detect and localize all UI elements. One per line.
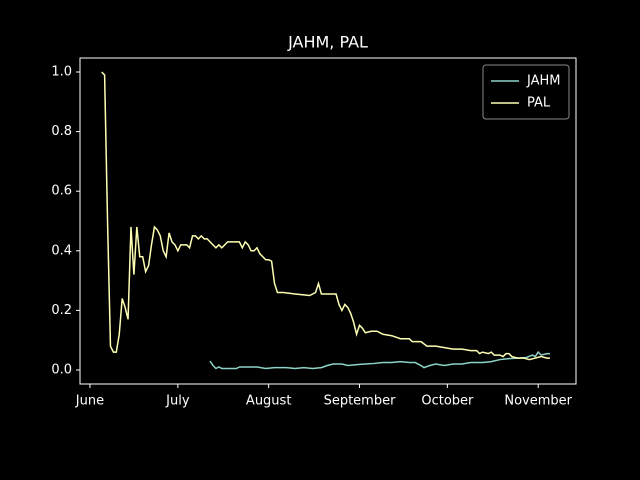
x-tick-label: November [504, 394, 572, 409]
y-tick-label: 0.2 [51, 303, 72, 318]
legend-label: JAHM [526, 74, 561, 89]
x-tick-label: October [421, 394, 474, 409]
x-tick-label: August [246, 394, 292, 409]
plot-area [79, 57, 577, 385]
y-tick-label: 0.4 [51, 243, 72, 258]
series-line [209, 350, 550, 370]
x-tick-label: July [165, 394, 190, 409]
chart-title: JAHM, PAL [287, 33, 368, 52]
series-line [101, 71, 550, 361]
y-tick-label: 0.6 [51, 184, 72, 199]
legend-label: PAL [527, 96, 551, 111]
legend: JAHM PAL [482, 64, 570, 120]
x-tick-label: September [324, 394, 397, 409]
x-tick-label: June [75, 394, 104, 409]
y-tick-label: 0.8 [51, 124, 72, 139]
legend-box [482, 64, 570, 120]
y-tick-label: 0.0 [51, 362, 72, 377]
y-tick-label: 1.0 [51, 65, 72, 80]
